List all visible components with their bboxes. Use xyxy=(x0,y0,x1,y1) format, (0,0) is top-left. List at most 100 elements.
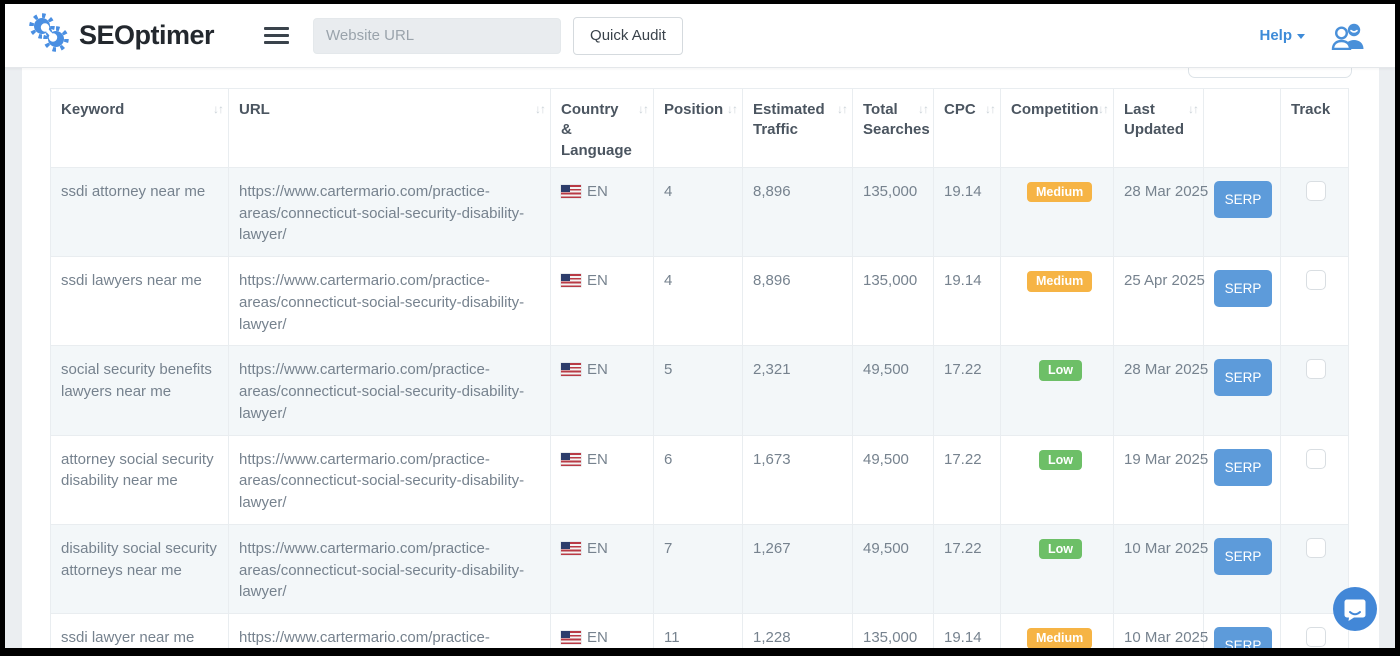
cpc-cell: 19.14 xyxy=(933,166,1001,258)
us-flag-icon xyxy=(561,452,581,466)
track-checkbox[interactable] xyxy=(1305,180,1326,201)
seoptimer-logo-text: SEOptimer xyxy=(79,20,215,50)
column-header-total-searches[interactable]: Total Searches ↓↑ xyxy=(852,88,934,168)
website-url-input[interactable] xyxy=(313,17,562,54)
language-label: EN xyxy=(587,450,608,468)
keyword-cell: disability social security attorneys nea… xyxy=(50,523,229,615)
serp-cell: SERP xyxy=(1203,255,1281,347)
table-row: social security benefits lawyers near me… xyxy=(50,345,1349,436)
sort-icon: ↓↑ xyxy=(1188,102,1199,116)
country-language-cell: EN xyxy=(550,345,654,436)
competition-badge: Low xyxy=(1039,538,1082,560)
sort-icon: ↓↑ xyxy=(213,102,224,116)
cpc-cell: 19.14 xyxy=(933,255,1001,347)
serp-button[interactable]: SERP xyxy=(1214,448,1272,486)
keyword-cell: ssdi lawyers near me xyxy=(50,255,229,347)
sort-icon: ↓↑ xyxy=(638,102,649,116)
column-header-cpc[interactable]: CPC ↓↑ xyxy=(933,88,1001,168)
last-updated-cell: 10 Mar 2025 xyxy=(1113,523,1208,615)
column-header-estimated-traffic[interactable]: Estimated Traffic ↓↑ xyxy=(742,88,853,168)
menu-hamburger-icon[interactable] xyxy=(264,23,290,48)
serp-button[interactable]: SERP xyxy=(1214,359,1272,397)
column-header-keyword[interactable]: Keyword ↓↑ xyxy=(50,88,229,168)
estimated-traffic-cell: 1,267 xyxy=(742,523,853,615)
serp-cell: SERP xyxy=(1203,612,1281,648)
url-cell: https://www.cartermario.com/practice-are… xyxy=(228,434,551,525)
url-cell: https://www.cartermario.com/practice-are… xyxy=(228,345,551,436)
keyword-table-body: ssdi attorney near me https://www.carter… xyxy=(50,166,1349,648)
column-header-position[interactable]: Position ↓↑ xyxy=(653,88,743,168)
table-row: attorney social security disability near… xyxy=(50,434,1349,525)
serp-button[interactable]: SERP xyxy=(1214,270,1272,307)
position-cell: 4 xyxy=(653,166,743,258)
language-label: EN xyxy=(587,629,608,646)
us-flag-icon xyxy=(561,184,581,198)
keyword-cell: ssdi lawyer near me xyxy=(50,612,229,648)
total-searches-cell: 135,000 xyxy=(852,166,934,258)
column-header-serp xyxy=(1203,88,1281,168)
position-cell: 7 xyxy=(653,523,743,615)
country-language-cell: EN xyxy=(550,523,654,615)
competition-badge: Medium xyxy=(1027,181,1093,203)
help-menu[interactable]: Help xyxy=(1259,27,1305,44)
competition-cell: Medium xyxy=(1000,166,1114,258)
top-navigation-bar: SEOptimer Quick Audit Help xyxy=(5,4,1395,68)
track-checkbox[interactable] xyxy=(1305,537,1326,558)
sort-icon: ↓↑ xyxy=(727,102,738,116)
total-searches-cell: 49,500 xyxy=(852,345,934,436)
language-label: EN xyxy=(587,182,608,200)
sort-icon: ↓↑ xyxy=(535,102,546,116)
track-cell xyxy=(1280,434,1349,525)
column-header-competition[interactable]: Competition ↓↑ xyxy=(1000,88,1114,168)
competition-badge: Low xyxy=(1039,449,1082,470)
serp-cell: SERP xyxy=(1203,434,1281,525)
column-header-country-language[interactable]: Country & Language ↓↑ xyxy=(550,88,654,168)
us-flag-icon xyxy=(561,274,581,287)
refer-users-icon[interactable] xyxy=(1331,22,1365,50)
language-label: EN xyxy=(587,272,608,289)
url-cell: https://www.cartermario.com/practice-are… xyxy=(228,255,551,347)
sort-icon: ↓↑ xyxy=(985,102,996,116)
track-checkbox[interactable] xyxy=(1305,359,1326,380)
last-updated-cell: 19 Mar 2025 xyxy=(1113,434,1208,525)
column-header-url[interactable]: URL ↓↑ xyxy=(228,88,551,168)
last-updated-cell: 25 Apr 2025 xyxy=(1113,255,1205,347)
chat-widget-button[interactable] xyxy=(1332,586,1378,632)
column-header-track: Track xyxy=(1280,88,1349,168)
app-window: SEOptimer Quick Audit Help xyxy=(5,4,1395,648)
track-cell xyxy=(1280,166,1349,258)
competition-cell: Low xyxy=(1000,345,1114,436)
track-checkbox[interactable] xyxy=(1305,270,1326,290)
total-searches-cell: 135,000 xyxy=(852,255,934,347)
us-flag-icon xyxy=(561,363,581,377)
seoptimer-logo[interactable]: SEOptimer xyxy=(27,11,215,60)
competition-cell: Low xyxy=(1000,523,1114,615)
column-header-last-updated[interactable]: Last Updated ↓↑ xyxy=(1113,88,1204,168)
cpc-cell: 17.22 xyxy=(933,523,1001,615)
serp-cell: SERP xyxy=(1203,345,1281,436)
us-flag-icon xyxy=(561,541,581,555)
sort-icon: ↓↑ xyxy=(1098,102,1109,116)
topbar-right-group: Help xyxy=(1259,22,1365,50)
cpc-cell: 17.22 xyxy=(933,434,1001,525)
country-language-cell: EN xyxy=(550,166,654,258)
keyword-cell: ssdi attorney near me xyxy=(50,166,229,258)
table-row: ssdi attorney near me https://www.carter… xyxy=(50,166,1349,258)
serp-button[interactable]: SERP xyxy=(1214,627,1272,648)
keyword-tracking-table: Keyword ↓↑ URL ↓↑ Country & Language ↓↑ Pos… xyxy=(50,88,1349,648)
quick-audit-button[interactable]: Quick Audit xyxy=(573,16,683,55)
table-row: ssdi lawyer near me https://www.carterma… xyxy=(50,612,1349,648)
total-searches-cell: 135,000 xyxy=(852,612,934,648)
serp-button[interactable]: SERP xyxy=(1214,180,1272,218)
track-cell xyxy=(1280,255,1349,347)
us-flag-icon xyxy=(561,631,581,644)
url-cell: https://www.cartermario.com/practice-are… xyxy=(228,166,551,258)
country-language-cell: EN xyxy=(550,612,654,648)
track-checkbox[interactable] xyxy=(1305,448,1326,469)
serp-button[interactable]: SERP xyxy=(1214,537,1272,575)
position-cell: 11 xyxy=(653,612,743,648)
estimated-traffic-cell: 1,228 xyxy=(742,612,853,648)
chevron-down-icon xyxy=(1297,34,1305,39)
track-checkbox[interactable] xyxy=(1305,627,1326,647)
competition-cell: Medium xyxy=(1000,255,1114,347)
